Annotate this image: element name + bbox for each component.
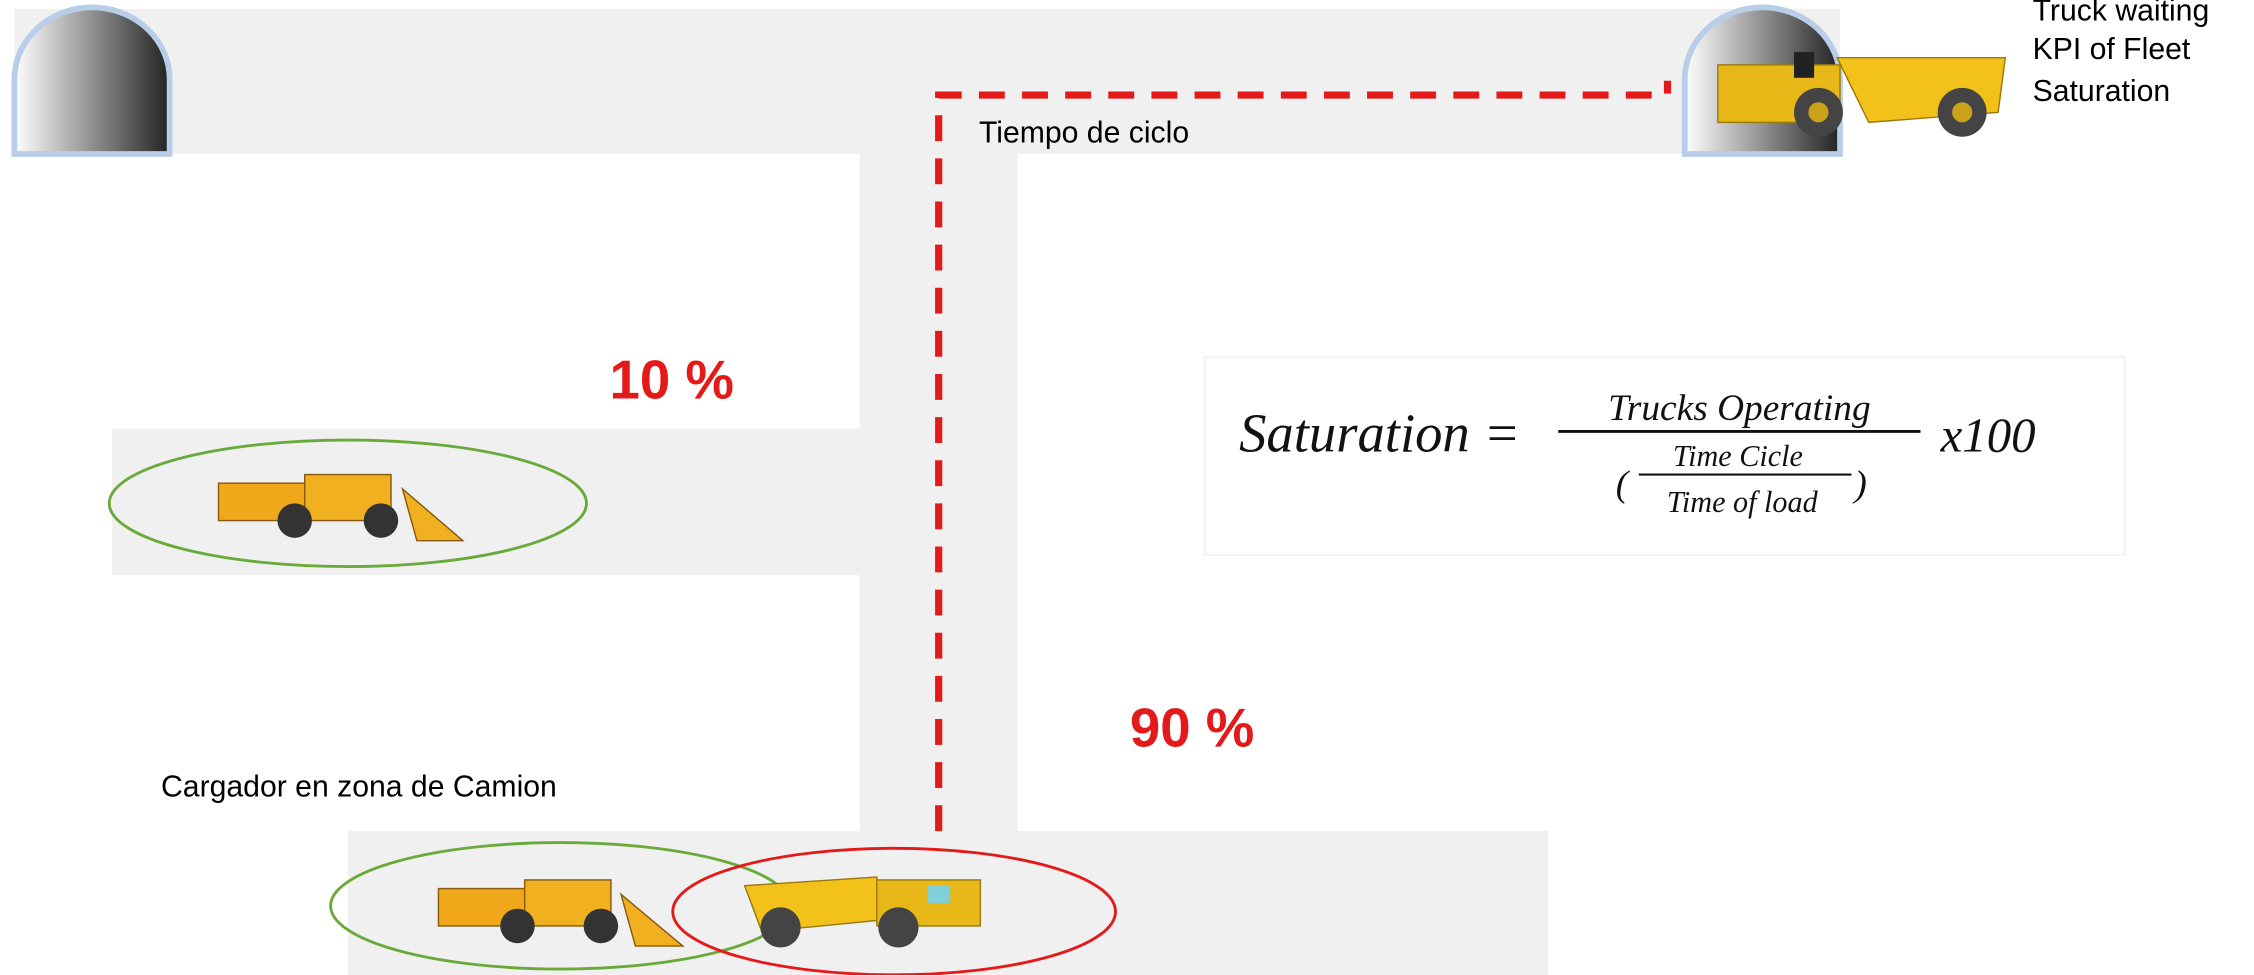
cycle-label: Tiempo de ciclo [979, 117, 1189, 150]
kpi-label: Truck waiting [2033, 0, 2210, 27]
tunnel-left [14, 7, 169, 154]
formula-lhs: Saturation = [1239, 403, 1520, 464]
formula-numerator: Trucks Operating [1608, 388, 1871, 429]
loader-zone-label: Cargador en zona de Camion [161, 771, 557, 804]
main-share: 90 % [1130, 697, 1254, 758]
kpi-label: Saturation [2033, 75, 2171, 108]
top-drift [14, 9, 1840, 154]
formula-inner-numerator: Time Cicle [1673, 439, 1803, 473]
mine-diagram: Saturation = Trucks Operating ( Time Cic… [0, 0, 2254, 975]
formula-multiplier: x100 [1940, 408, 2036, 463]
formula-inner-denominator: Time of load [1667, 485, 1819, 519]
paren: ) [1852, 464, 1866, 505]
branch-share: 10 % [610, 349, 734, 410]
kpi-label: KPI of Fleet [2033, 33, 2191, 66]
